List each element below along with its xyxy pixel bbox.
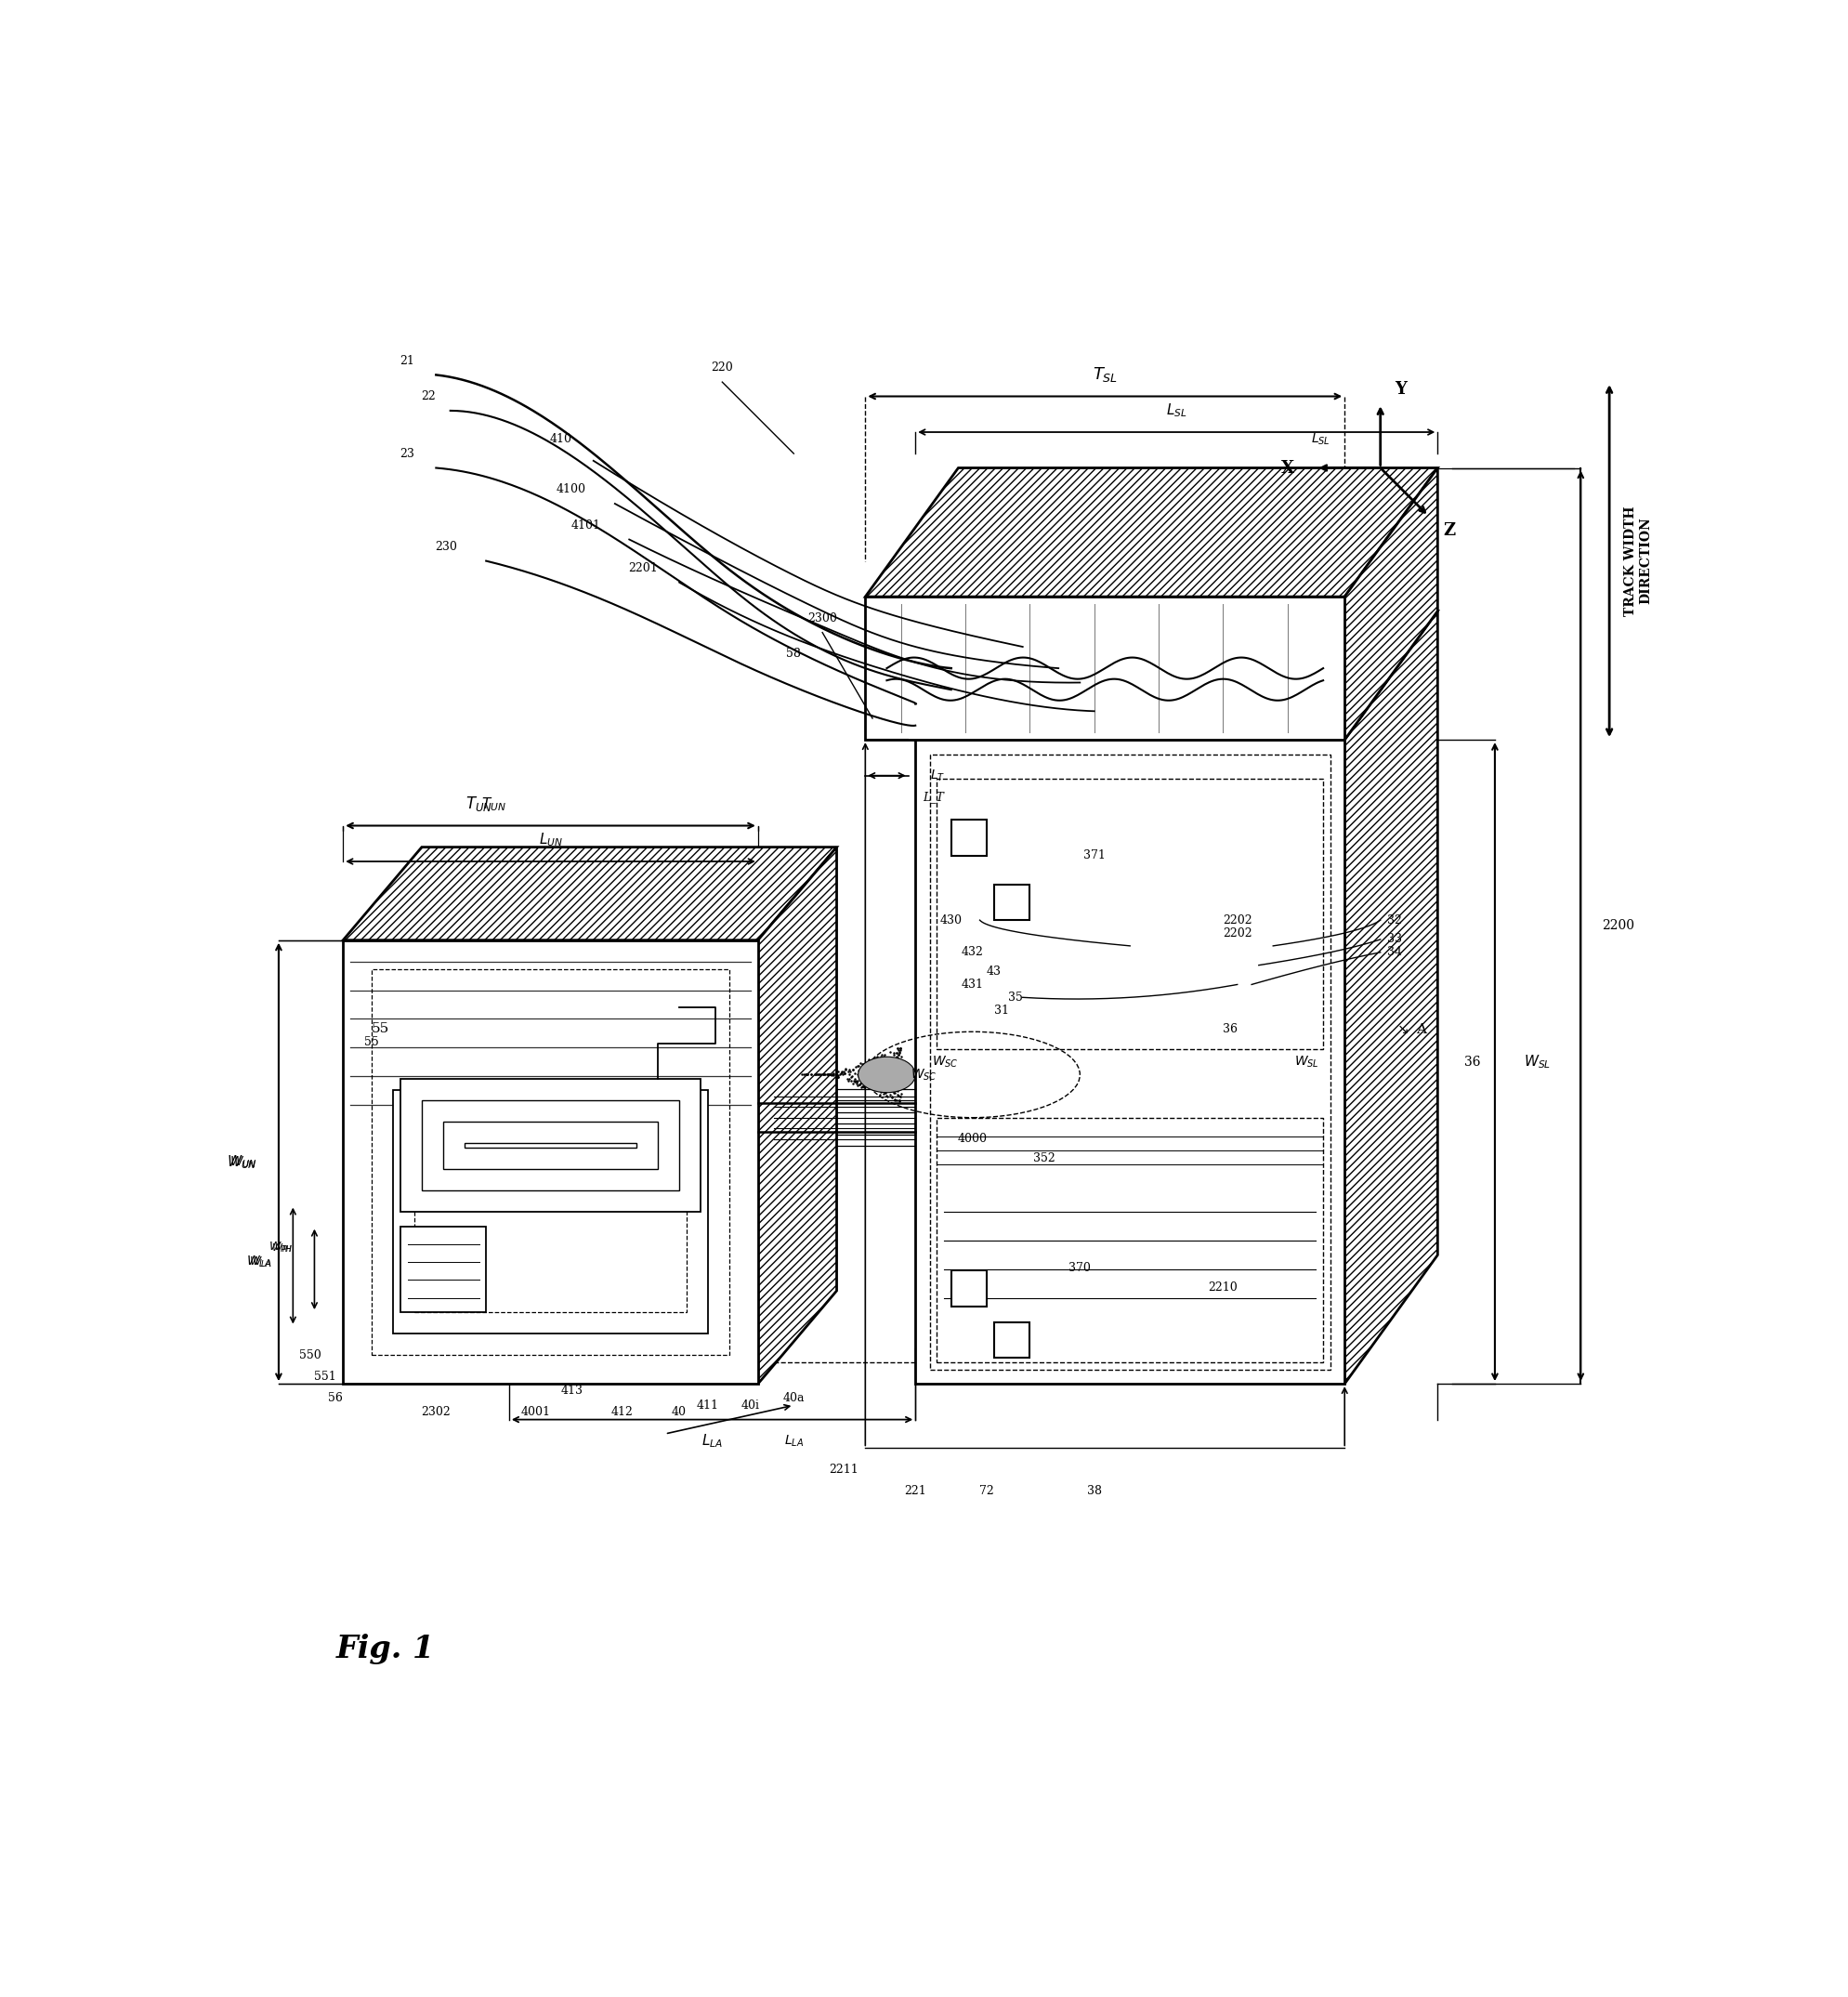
Polygon shape <box>1343 467 1438 739</box>
Text: $W_{SC}$: $W_{SC}$ <box>931 1054 957 1070</box>
Polygon shape <box>1343 611 1438 1384</box>
Text: $L_{LA}$: $L_{LA}$ <box>700 1432 723 1450</box>
Text: 21: 21 <box>399 355 414 367</box>
Text: 34: 34 <box>1386 947 1401 959</box>
Text: 72: 72 <box>979 1486 994 1498</box>
Polygon shape <box>344 847 837 941</box>
Text: Z: Z <box>1441 521 1454 539</box>
Text: Y: Y <box>1393 381 1406 397</box>
Text: 55: 55 <box>364 1036 379 1048</box>
Text: $\searrow$ A: $\searrow$ A <box>1393 1022 1429 1036</box>
Text: X: X <box>1281 459 1294 475</box>
Text: 352: 352 <box>1033 1152 1055 1164</box>
Text: $T_{UN}$: $T_{UN}$ <box>466 795 492 813</box>
Text: 221: 221 <box>904 1486 926 1498</box>
Text: 55: 55 <box>371 1022 390 1034</box>
Text: 2200: 2200 <box>1602 919 1634 933</box>
Text: 40: 40 <box>671 1406 686 1418</box>
Polygon shape <box>865 597 1343 739</box>
Text: 220: 220 <box>711 361 734 373</box>
Text: 2211: 2211 <box>828 1464 857 1476</box>
Text: $L_{LA}$: $L_{LA}$ <box>784 1434 804 1448</box>
Text: $L_{SL}$: $L_{SL}$ <box>1166 401 1186 419</box>
Text: 58: 58 <box>785 647 800 659</box>
Polygon shape <box>865 467 1438 597</box>
Text: 410: 410 <box>549 433 571 445</box>
Text: TRACK WIDTH
DIRECTION: TRACK WIDTH DIRECTION <box>1623 505 1650 615</box>
Text: $W_{PH}$: $W_{PH}$ <box>268 1240 292 1254</box>
Text: 40a: 40a <box>782 1392 804 1404</box>
Text: $W_{SC}$: $W_{SC}$ <box>909 1066 937 1082</box>
Text: 2300: 2300 <box>808 613 837 625</box>
Text: 551: 551 <box>314 1370 336 1382</box>
Text: 2202: 2202 <box>1222 915 1251 927</box>
Text: 230: 230 <box>434 541 456 553</box>
Text: 4000: 4000 <box>957 1132 987 1144</box>
Text: 371: 371 <box>1083 849 1105 863</box>
Text: $T_{UN}$: $T_{UN}$ <box>480 795 506 813</box>
Text: $W_{LA}$: $W_{LA}$ <box>246 1254 272 1270</box>
Text: 56: 56 <box>329 1392 344 1404</box>
Text: $L_T$: $L_T$ <box>930 769 944 783</box>
Text: 2302: 2302 <box>421 1406 451 1418</box>
Text: 432: 432 <box>961 947 983 959</box>
Text: 2201: 2201 <box>628 561 658 573</box>
Text: 4001: 4001 <box>521 1406 551 1418</box>
Text: 4101: 4101 <box>571 519 601 531</box>
Polygon shape <box>950 821 987 857</box>
Text: 35: 35 <box>1007 991 1022 1002</box>
Text: 2210: 2210 <box>1207 1282 1236 1294</box>
Text: 36: 36 <box>1222 1024 1238 1036</box>
Text: 40i: 40i <box>741 1400 760 1412</box>
Text: 2202: 2202 <box>1222 927 1251 939</box>
Text: 33: 33 <box>1386 933 1401 945</box>
Text: 32: 32 <box>1386 915 1401 927</box>
Text: $W_{SL}$: $W_{SL}$ <box>1523 1052 1550 1070</box>
Polygon shape <box>394 1090 708 1334</box>
Polygon shape <box>399 1078 700 1212</box>
Polygon shape <box>950 1270 987 1306</box>
Text: $W_{PH}$: $W_{PH}$ <box>272 1242 292 1254</box>
Text: 38: 38 <box>1087 1486 1101 1498</box>
Text: 36: 36 <box>1464 1054 1480 1068</box>
Polygon shape <box>399 1226 486 1312</box>
Text: $W_{LA}$: $W_{LA}$ <box>248 1256 272 1270</box>
Polygon shape <box>915 739 1343 1384</box>
Text: 430: 430 <box>939 915 961 927</box>
Text: 4100: 4100 <box>556 483 586 495</box>
Text: $W_{SL}$: $W_{SL}$ <box>1294 1054 1319 1070</box>
Polygon shape <box>915 611 1438 739</box>
Text: $L_{SL}$: $L_{SL}$ <box>1310 431 1331 447</box>
Text: 370: 370 <box>1068 1262 1090 1274</box>
Text: 31: 31 <box>994 1004 1009 1016</box>
Text: L_T: L_T <box>922 791 942 803</box>
Text: 431: 431 <box>961 979 983 991</box>
Text: Fig. 1: Fig. 1 <box>336 1634 434 1664</box>
Text: 43: 43 <box>987 967 1002 979</box>
Text: 22: 22 <box>421 389 436 401</box>
Text: 412: 412 <box>610 1406 632 1418</box>
Polygon shape <box>758 847 837 1384</box>
Text: $W_{UN}$: $W_{UN}$ <box>229 1154 257 1170</box>
Text: 23: 23 <box>399 447 414 459</box>
Text: 550: 550 <box>299 1350 322 1362</box>
Polygon shape <box>994 1322 1029 1358</box>
Polygon shape <box>344 941 758 1384</box>
Text: 411: 411 <box>697 1400 719 1412</box>
Text: $L_{UN}$: $L_{UN}$ <box>538 831 562 849</box>
Text: $W_{UN}$: $W_{UN}$ <box>227 1154 257 1170</box>
Text: $T_{SL}$: $T_{SL}$ <box>1092 365 1116 383</box>
Text: 413: 413 <box>560 1384 582 1398</box>
Polygon shape <box>994 885 1029 921</box>
Ellipse shape <box>857 1056 915 1092</box>
